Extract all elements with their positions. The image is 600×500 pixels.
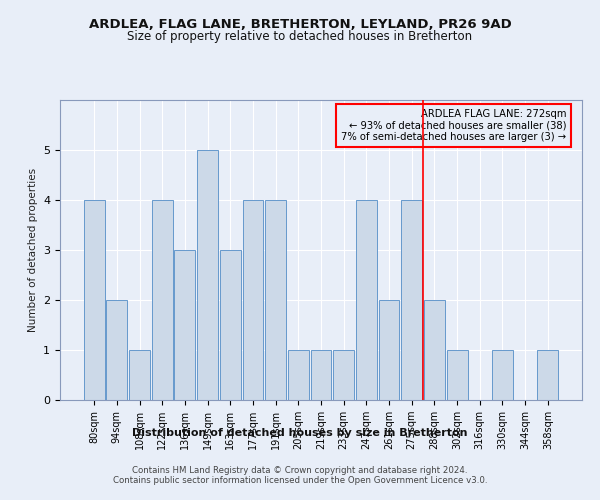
Bar — [538, 350, 558, 400]
Bar — [152, 200, 173, 400]
Y-axis label: Number of detached properties: Number of detached properties — [28, 168, 38, 332]
Bar — [84, 200, 104, 400]
Text: ARDLEA FLAG LANE: 272sqm
← 93% of detached houses are smaller (38)
7% of semi-de: ARDLEA FLAG LANE: 272sqm ← 93% of detach… — [341, 109, 566, 142]
Text: Size of property relative to detached houses in Bretherton: Size of property relative to detached ho… — [127, 30, 473, 43]
Bar — [401, 200, 422, 400]
Bar — [106, 300, 127, 400]
Bar — [265, 200, 286, 400]
Bar — [333, 350, 354, 400]
Bar — [129, 350, 150, 400]
Bar — [379, 300, 400, 400]
Bar — [288, 350, 309, 400]
Bar — [492, 350, 513, 400]
Bar — [175, 250, 196, 400]
Bar — [446, 350, 467, 400]
Bar — [220, 250, 241, 400]
Text: Distribution of detached houses by size in Bretherton: Distribution of detached houses by size … — [132, 428, 468, 438]
Text: Contains HM Land Registry data © Crown copyright and database right 2024.: Contains HM Land Registry data © Crown c… — [132, 466, 468, 475]
Bar — [424, 300, 445, 400]
Bar — [242, 200, 263, 400]
Text: Contains public sector information licensed under the Open Government Licence v3: Contains public sector information licen… — [113, 476, 487, 485]
Bar — [356, 200, 377, 400]
Bar — [197, 150, 218, 400]
Bar — [311, 350, 331, 400]
Text: ARDLEA, FLAG LANE, BRETHERTON, LEYLAND, PR26 9AD: ARDLEA, FLAG LANE, BRETHERTON, LEYLAND, … — [89, 18, 511, 30]
